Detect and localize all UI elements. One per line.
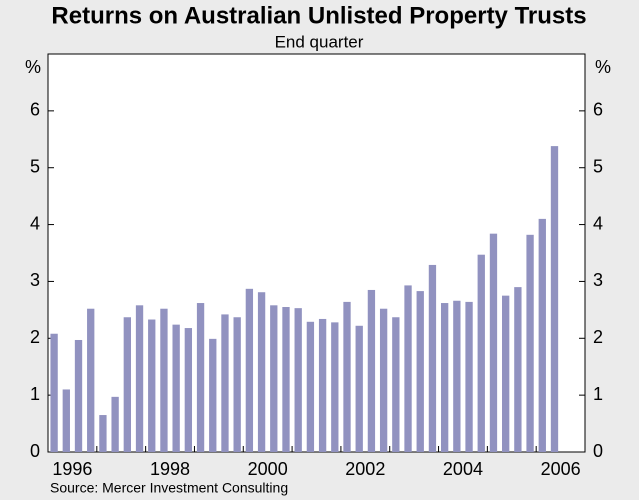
bar bbox=[526, 234, 534, 452]
y2-tick-label: 5 bbox=[593, 156, 603, 176]
bar bbox=[331, 322, 339, 452]
bar bbox=[465, 301, 473, 452]
y-unit-left: % bbox=[25, 57, 41, 77]
bar bbox=[343, 301, 351, 452]
source-note: Source: Mercer Investment Consulting bbox=[50, 480, 288, 496]
bar bbox=[184, 328, 193, 452]
bar bbox=[74, 339, 83, 452]
y2-tick-label: 1 bbox=[593, 384, 603, 404]
bar bbox=[172, 324, 180, 452]
y2-tick-label: 2 bbox=[593, 327, 603, 347]
bar bbox=[294, 308, 302, 452]
bar bbox=[306, 321, 315, 452]
bar bbox=[87, 308, 95, 452]
bar bbox=[550, 146, 559, 452]
bar bbox=[99, 415, 107, 452]
bar bbox=[367, 289, 376, 452]
bar bbox=[135, 305, 144, 452]
bar bbox=[440, 303, 449, 452]
x-tick-label: 2000 bbox=[248, 459, 288, 479]
y2-tick-label: 4 bbox=[593, 213, 603, 233]
bar bbox=[282, 307, 290, 452]
bar bbox=[404, 285, 412, 452]
y-tick-label: 4 bbox=[30, 213, 40, 233]
y-tick-label: 3 bbox=[30, 270, 40, 290]
y-tick-label: 2 bbox=[30, 327, 40, 347]
bar bbox=[318, 318, 327, 452]
y-tick-label: 5 bbox=[30, 156, 40, 176]
bar bbox=[453, 300, 461, 452]
y-unit-right: % bbox=[595, 57, 611, 77]
bar bbox=[502, 295, 510, 452]
bar bbox=[489, 233, 498, 452]
y-tick-label: 1 bbox=[30, 384, 40, 404]
bar bbox=[538, 218, 546, 452]
y2-tick-label: 3 bbox=[593, 270, 603, 290]
bar bbox=[148, 319, 156, 452]
bar bbox=[111, 396, 119, 452]
x-tick-label: 2004 bbox=[443, 459, 483, 479]
bar bbox=[428, 264, 437, 452]
bar bbox=[123, 317, 131, 452]
bar bbox=[392, 317, 400, 452]
bar bbox=[477, 254, 485, 452]
bar bbox=[50, 333, 58, 452]
bar bbox=[209, 338, 217, 452]
bar bbox=[196, 303, 205, 452]
x-tick-label: 1996 bbox=[52, 459, 92, 479]
bar bbox=[355, 325, 363, 452]
bar bbox=[379, 308, 388, 452]
bar bbox=[270, 305, 278, 452]
y-tick-label: 0 bbox=[30, 441, 40, 461]
y2-tick-label: 6 bbox=[593, 100, 603, 120]
bar bbox=[233, 317, 241, 452]
bar bbox=[221, 314, 229, 452]
bar bbox=[160, 308, 168, 452]
x-tick-label: 1998 bbox=[150, 459, 190, 479]
chart-title: Returns on Australian Unlisted Property … bbox=[51, 2, 586, 29]
bar bbox=[62, 389, 70, 452]
chart-subtitle: End quarter bbox=[275, 32, 364, 51]
x-tick-label: 2002 bbox=[345, 459, 385, 479]
bar bbox=[514, 287, 522, 452]
bar bbox=[416, 291, 424, 452]
bar bbox=[245, 288, 254, 452]
y-tick-label: 6 bbox=[30, 100, 40, 120]
x-tick-label: 2006 bbox=[541, 459, 581, 479]
y2-tick-label: 0 bbox=[593, 441, 603, 461]
bar bbox=[257, 292, 266, 452]
